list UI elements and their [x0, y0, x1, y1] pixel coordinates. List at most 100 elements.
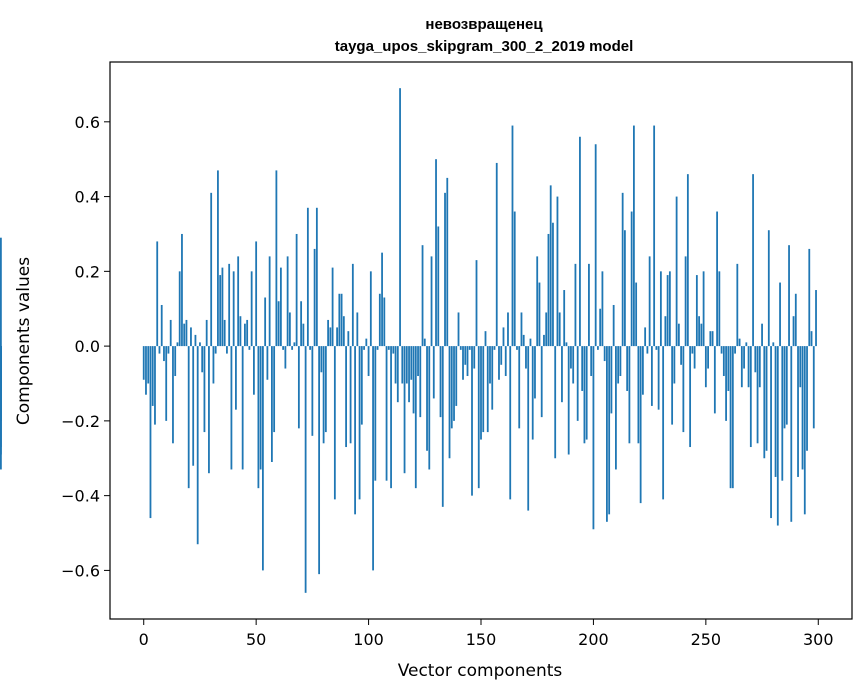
bar-27 [203, 346, 206, 433]
bar-93 [351, 263, 354, 347]
bar-45 [244, 323, 246, 347]
bar-0 [142, 346, 145, 380]
bar-96 [358, 346, 361, 500]
bar-156 [493, 346, 496, 350]
bar-212 [619, 346, 622, 377]
bar-114 [399, 88, 401, 347]
bar-185 [558, 312, 561, 347]
bar-undefined [0, 346, 2, 470]
bar-134 [444, 192, 446, 347]
bar-241 [684, 256, 687, 347]
bar-110 [390, 346, 392, 489]
bar-227 [653, 125, 656, 347]
bar-281 [774, 346, 777, 477]
bar-198 [588, 263, 590, 347]
bar-163 [509, 346, 512, 500]
y-tick-label: −0.2 [61, 412, 100, 431]
bar-50 [255, 241, 258, 347]
bar-109 [387, 346, 390, 350]
bar-267 [743, 346, 745, 369]
bar-112 [394, 346, 397, 384]
bar-291 [797, 346, 799, 477]
bar-71 [302, 323, 305, 347]
bar-177 [540, 346, 543, 418]
bar-228 [655, 346, 658, 350]
bar-239 [680, 346, 683, 365]
bar-64 [286, 256, 289, 347]
bar-293 [801, 346, 804, 470]
bar-139 [455, 346, 458, 406]
bar-124 [421, 245, 424, 347]
bar-24 [196, 346, 199, 545]
bar-7 [158, 346, 161, 354]
bar-215 [626, 346, 629, 391]
bar-243 [689, 346, 692, 448]
y-tick-label: −0.6 [61, 561, 100, 580]
bar-230 [659, 271, 662, 347]
bar-43 [239, 316, 242, 347]
bar-253 [711, 331, 714, 347]
bar-21 [190, 327, 192, 347]
bar-51 [257, 346, 260, 489]
bar-165 [513, 211, 516, 347]
bar-196 [583, 346, 586, 444]
bar-187 [563, 290, 566, 347]
bar-17 [181, 233, 183, 347]
bar-248 [700, 323, 703, 347]
bar-16 [178, 271, 181, 347]
bar-40 [232, 271, 235, 347]
bar-162 [507, 312, 509, 347]
bar-127 [428, 346, 431, 470]
bar-236 [673, 346, 676, 384]
bar-240 [682, 346, 685, 433]
bar-113 [396, 346, 399, 403]
bar-247 [698, 316, 701, 347]
bar-199 [590, 346, 593, 377]
bar-62 [282, 346, 285, 350]
bar-98 [363, 346, 365, 350]
bar-5 [154, 346, 156, 425]
y-axis-ticks: −0.6 −0.4 −0.2 0.0 0.2 0.4 0.6 [61, 113, 110, 580]
bar-88 [340, 293, 343, 347]
bar-268 [745, 342, 748, 347]
bar-226 [650, 346, 653, 406]
bar-206 [606, 346, 608, 522]
bar-280 [772, 342, 775, 347]
bar-270 [749, 346, 752, 448]
bar-142 [462, 346, 464, 380]
y-tick-label: 0.2 [75, 262, 100, 281]
bar-148 [475, 260, 478, 347]
bar-285 [783, 346, 786, 429]
bar-265 [738, 338, 741, 347]
bar-90 [345, 346, 347, 448]
bar-129 [432, 346, 435, 399]
bar-207 [608, 346, 611, 515]
bar-6 [156, 241, 159, 347]
bar-200 [592, 346, 595, 530]
bar-128 [430, 256, 433, 347]
bar-103 [374, 346, 377, 481]
bar-135 [446, 177, 449, 347]
bar-258 [722, 346, 725, 377]
bar-137 [450, 346, 453, 429]
bar-12 [169, 319, 172, 347]
bar-80 [322, 346, 325, 444]
bar-208 [610, 346, 613, 414]
bar-169 [522, 334, 525, 347]
bar-232 [664, 316, 667, 347]
bar-9 [163, 346, 165, 362]
bar-298 [812, 346, 815, 429]
bar-159 [500, 346, 503, 365]
bars-group [0, 88, 817, 593]
bar-146 [471, 346, 473, 496]
bar-31 [212, 346, 215, 384]
bar-297 [810, 331, 813, 347]
bar-273 [756, 346, 759, 444]
bar-101 [369, 271, 372, 347]
bar-222 [641, 346, 644, 395]
x-tick-label: 0 [139, 630, 149, 649]
bar-144 [466, 346, 469, 377]
bar-68 [295, 233, 298, 347]
bar-35 [221, 267, 224, 347]
